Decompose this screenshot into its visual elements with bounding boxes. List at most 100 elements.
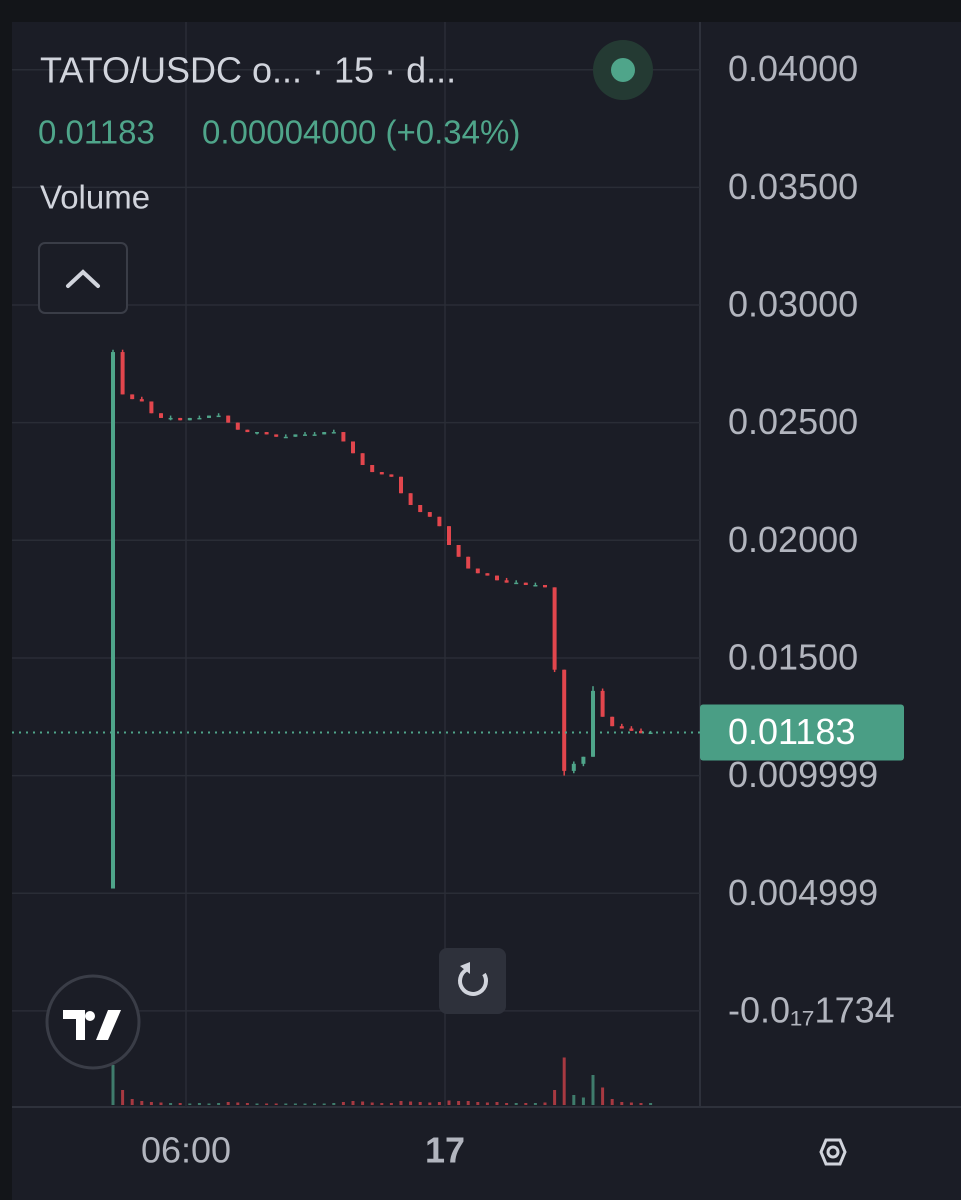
candle-body [552, 587, 557, 670]
status-dot [611, 58, 635, 82]
price-change: 0.00004000 (+0.34%) [202, 114, 520, 151]
volume-bar [121, 1090, 125, 1105]
volume-bar [572, 1095, 576, 1105]
candle-body [370, 465, 375, 473]
y-tick-label: 0.04000 [728, 48, 858, 89]
candle-body [447, 526, 451, 545]
candle-body [130, 394, 135, 400]
candle-body [543, 585, 547, 588]
settings-icon[interactable] [819, 1138, 847, 1166]
candle-body [389, 474, 394, 477]
volume-bar [514, 1103, 518, 1105]
volume-bar [543, 1102, 547, 1105]
volume-bar [447, 1100, 451, 1105]
candle-body [331, 432, 336, 434]
volume-bar [130, 1099, 134, 1105]
volume-bar [332, 1103, 336, 1105]
candle-body [255, 432, 259, 434]
candle-body [639, 730, 643, 734]
volume-bar [581, 1097, 585, 1105]
collapse-button[interactable] [38, 242, 128, 314]
candle-body [226, 415, 231, 423]
volume-bar [188, 1103, 192, 1105]
candle-body [379, 472, 384, 475]
candle-body [475, 568, 480, 574]
candle-body [600, 690, 605, 717]
volume-label: Volume [40, 179, 150, 216]
last-price-tag-label: 0.01183 [728, 711, 855, 752]
candle-body [610, 716, 615, 727]
settings-icon-center [826, 1145, 840, 1159]
last-price-tag [700, 704, 904, 761]
tv-logo[interactable] [45, 974, 141, 1070]
volume-bar [629, 1102, 633, 1105]
volume-bar [620, 1102, 624, 1105]
candle-body [264, 432, 269, 435]
volume-bar [476, 1102, 480, 1105]
volume-bar [485, 1102, 489, 1105]
candle-body [207, 415, 211, 418]
candle-body [571, 763, 576, 771]
y-tick-label: 0.02000 [728, 519, 858, 560]
tv-logo-mark [63, 1010, 121, 1040]
volume-bar [207, 1103, 211, 1105]
candle-body [408, 493, 413, 505]
candle-body [197, 417, 202, 420]
candle-body [120, 352, 125, 395]
candle-body [360, 453, 365, 465]
candle-body [235, 422, 240, 430]
symbol-title: TATO/USDC o... · 15 · d... [40, 50, 456, 91]
volume-bar [457, 1101, 461, 1105]
volume-bar [610, 1099, 614, 1105]
volume-bar [245, 1103, 249, 1105]
volume-bar [524, 1103, 528, 1105]
y-tick-label: 0.02500 [728, 401, 858, 442]
candle-body [312, 434, 317, 436]
volume-bar [341, 1102, 345, 1105]
candle-body [591, 690, 595, 757]
y-tick-label: 0.004999 [728, 872, 878, 913]
reset-icon [458, 968, 488, 996]
volume-bar [169, 1103, 173, 1105]
candle-body [533, 585, 538, 587]
volume-bar [649, 1103, 653, 1105]
candle-body [514, 582, 519, 585]
candle-body [111, 352, 115, 889]
volume-bar [178, 1103, 182, 1105]
candle-body [456, 545, 461, 557]
candle-body [283, 436, 288, 439]
candle-body [581, 756, 586, 764]
volume-bar [293, 1103, 297, 1105]
volume-bar [140, 1101, 144, 1105]
volume-bar [217, 1103, 221, 1105]
candle-body [274, 434, 279, 437]
y-tick-label: 0.01500 [728, 636, 858, 677]
volume-bar [380, 1103, 384, 1105]
candle-body [466, 556, 471, 569]
plot [12, 68, 700, 1105]
x-tick-label: 17 [425, 1130, 465, 1171]
volume-bar [236, 1102, 240, 1105]
y-tick-label: 0.03500 [728, 166, 858, 207]
candle-body [139, 399, 144, 402]
reset-button[interactable] [439, 948, 506, 1014]
volume-bar [591, 1075, 595, 1105]
candle-body [216, 415, 221, 418]
volume-bar [274, 1103, 278, 1105]
volume-bar [639, 1103, 643, 1105]
candle-body [619, 726, 624, 729]
candle-body [168, 417, 173, 420]
candle-body [562, 669, 567, 771]
volume-bar [466, 1101, 470, 1105]
volume-bar [322, 1103, 326, 1105]
tv-logo-dot [85, 1011, 95, 1021]
volume-bar [313, 1103, 317, 1105]
candle-body [341, 432, 346, 442]
candle-body [427, 512, 432, 517]
volume-bar [389, 1103, 393, 1105]
last-price: 0.01183 [38, 114, 155, 151]
candle-body [504, 580, 509, 583]
candle-body [629, 728, 634, 731]
volume-bar [399, 1101, 403, 1105]
